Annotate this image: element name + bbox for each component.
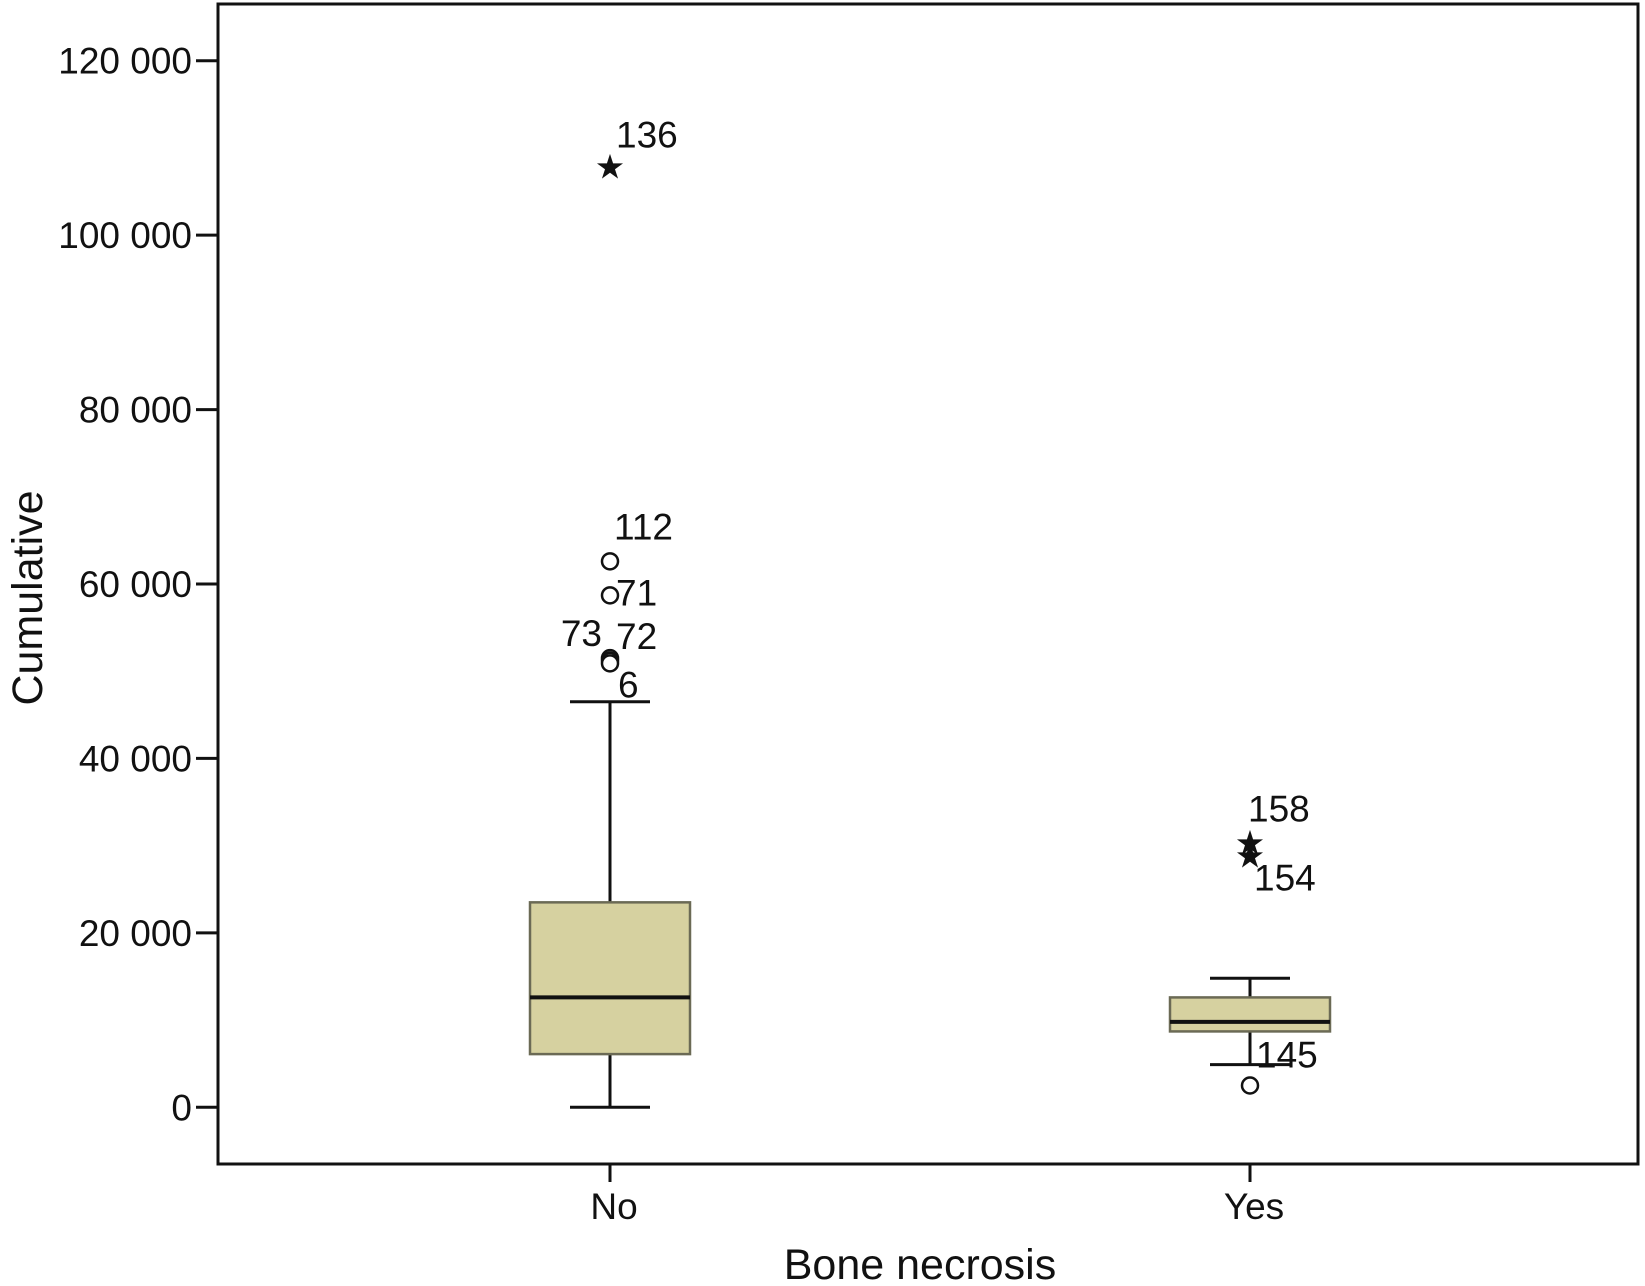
box-no: ★136 112 71 73 72 6	[528, 114, 692, 1109]
y-tick-label: 40 000	[79, 738, 192, 779]
y-tick-label: 100 000	[58, 215, 192, 256]
outlier-label: 158	[1248, 788, 1310, 829]
outlier-star: ★	[1235, 837, 1265, 875]
y-axis: 0 20 000 40 000 60 000 80 000 100 000 120 000	[58, 41, 218, 1128]
outlier-label: 154	[1254, 857, 1316, 898]
x-tick-label: No	[590, 1186, 637, 1227]
outlier-label: 6	[618, 664, 639, 705]
y-tick-label: 0	[171, 1087, 192, 1128]
outlier-label: 73	[561, 613, 602, 654]
x-tick-label: Yes	[1224, 1186, 1284, 1227]
outlier-label: 72	[616, 616, 657, 657]
outlier-circle	[600, 654, 620, 673]
plot-frame	[216, 2, 1640, 1166]
iqr-box	[1168, 996, 1332, 1033]
y-tick-label: 80 000	[79, 390, 192, 431]
outlier-circle	[600, 586, 620, 605]
y-axis-title: Cumulative	[4, 490, 52, 705]
outlier-label: 136	[616, 114, 678, 155]
outlier-star: ★	[595, 148, 625, 186]
y-tick-label: 20 000	[79, 913, 192, 954]
outlier-circle	[1240, 1076, 1260, 1095]
y-tick-label: 120 000	[58, 41, 192, 82]
iqr-box	[528, 901, 692, 1056]
x-axis-title: Bone necrosis	[784, 1241, 1057, 1286]
y-tick-label: 60 000	[79, 564, 192, 605]
outlier-star: ★	[1235, 824, 1265, 862]
outlier-label: 71	[616, 572, 657, 613]
outlier-circle	[600, 552, 620, 571]
x-axis: No Yes	[590, 1164, 1284, 1227]
outlier-label: 145	[1256, 1035, 1318, 1076]
outlier-label: 112	[614, 506, 673, 547]
